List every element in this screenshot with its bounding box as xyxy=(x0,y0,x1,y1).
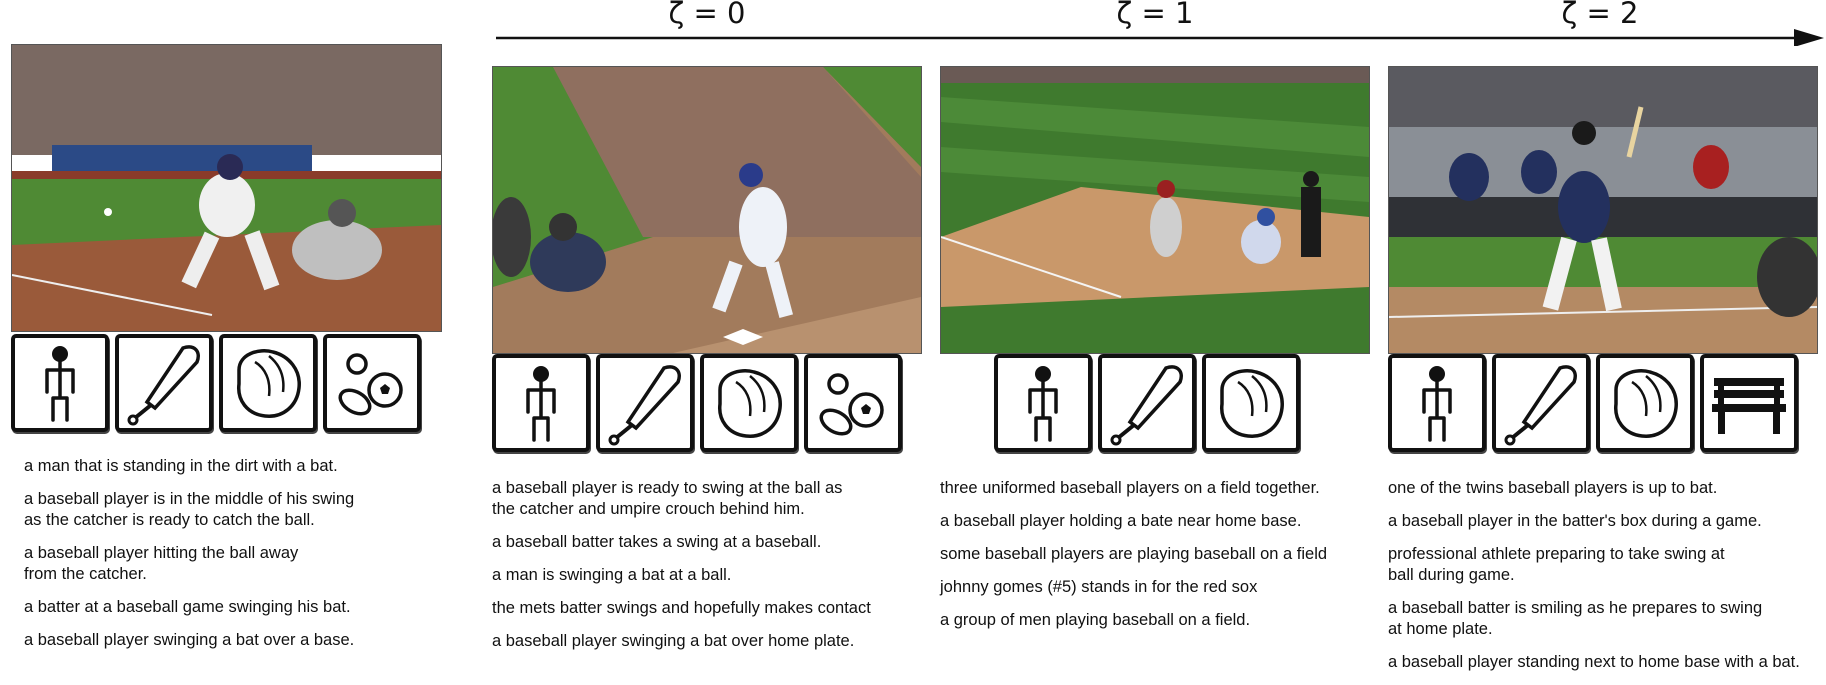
person-icon xyxy=(492,354,590,452)
caption: a baseball player is in the middle of hi… xyxy=(24,490,355,529)
bench-icon xyxy=(1700,354,1798,452)
caption: a baseball player standing next to home … xyxy=(1388,653,1800,671)
caption-list-zeta-1: three uniformed baseball players on a fi… xyxy=(940,478,1380,643)
caption: a group of men playing baseball on a fie… xyxy=(940,611,1251,629)
person-icon xyxy=(1388,354,1486,452)
zeta-axis-arrow xyxy=(496,29,1824,46)
caption: a baseball player in the batter's box du… xyxy=(1388,512,1762,530)
caption: a baseball player holding a bate near ho… xyxy=(940,512,1302,530)
baseball-glove-icon xyxy=(1596,354,1694,452)
caption: the mets batter swings and hopefully mak… xyxy=(492,599,871,617)
caption: a baseball player swinging a bat over a … xyxy=(24,631,355,649)
icon-row-zeta-0 xyxy=(492,354,902,452)
photo-zeta-0 xyxy=(492,66,922,354)
icon-row-zeta-1 xyxy=(994,354,1300,452)
caption: a baseball batter is smiling as he prepa… xyxy=(1388,599,1763,638)
sports-balls-icon xyxy=(804,354,902,452)
caption: one of the twins baseball players is up … xyxy=(1388,479,1718,497)
person-icon xyxy=(994,354,1092,452)
caption: a man that is standing in the dirt with … xyxy=(24,457,338,475)
baseball-bat-icon xyxy=(1098,354,1196,452)
sports-balls-icon xyxy=(323,334,421,432)
caption: a man is swinging a bat at a ball. xyxy=(492,566,732,584)
caption-list-zeta-0: a baseball player is ready to swing at t… xyxy=(492,478,932,664)
icon-row-zeta-2 xyxy=(1388,354,1798,452)
photo-zeta-2 xyxy=(1388,66,1818,354)
caption: a baseball player is ready to swing at t… xyxy=(492,479,843,518)
caption: a baseball player hitting the ball away … xyxy=(24,544,299,583)
baseball-bat-icon xyxy=(1492,354,1590,452)
caption-list-reference: a man that is standing in the dirt with … xyxy=(24,456,444,663)
icon-row-reference xyxy=(11,334,421,432)
zeta-label-0: ζ = 0 xyxy=(668,0,746,30)
zeta-label-1: ζ = 1 xyxy=(1116,0,1194,30)
baseball-glove-icon xyxy=(219,334,317,432)
caption: johnny gomes (#5) stands in for the red … xyxy=(940,578,1258,596)
photo-zeta-1 xyxy=(940,66,1370,354)
caption: professional athlete preparing to take s… xyxy=(1388,545,1725,584)
caption: three uniformed baseball players on a fi… xyxy=(940,479,1320,497)
baseball-bat-icon xyxy=(115,334,213,432)
caption: a batter at a baseball game swinging his… xyxy=(24,598,351,616)
photo-reference xyxy=(11,44,442,332)
baseball-glove-icon xyxy=(1202,354,1300,452)
caption: a baseball batter takes a swing at a bas… xyxy=(492,533,822,551)
baseball-bat-icon xyxy=(596,354,694,452)
baseball-glove-icon xyxy=(700,354,798,452)
caption: a baseball player swinging a bat over ho… xyxy=(492,632,855,650)
caption-list-zeta-2: one of the twins baseball players is up … xyxy=(1388,478,1826,685)
zeta-label-2: ζ = 2 xyxy=(1561,0,1639,30)
caption: some baseball players are playing baseba… xyxy=(940,545,1328,563)
person-icon xyxy=(11,334,109,432)
